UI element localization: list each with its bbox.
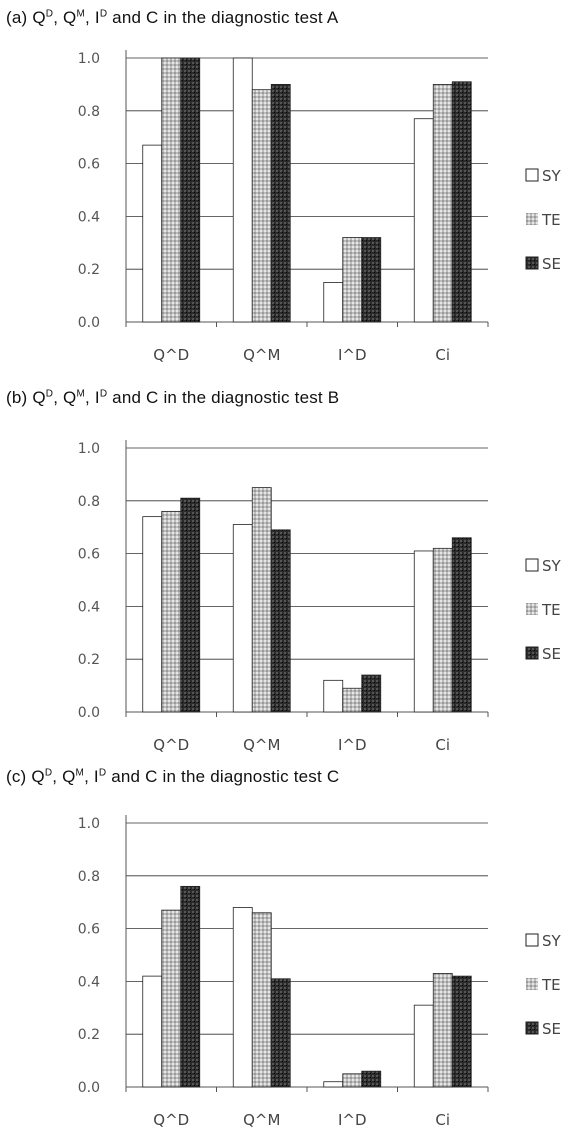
bar-se-3 bbox=[451, 81, 472, 323]
legend-label-se: SE bbox=[542, 645, 561, 663]
bar-te-0 bbox=[161, 57, 182, 323]
bar-se-3 bbox=[451, 537, 472, 713]
x-category-label: Q^D bbox=[153, 346, 189, 364]
x-category-label: Q^M bbox=[243, 1111, 280, 1129]
bar-se-2 bbox=[361, 237, 382, 323]
bar-chart-b: 0.0 0.2 0.4 0.6 0.8 1.0 Q^D Q^M I^D Ci SY TE SE bbox=[78, 440, 562, 754]
legend-swatch-sy bbox=[525, 933, 539, 947]
bar-sy-2 bbox=[323, 281, 344, 323]
legend-label-te: TE bbox=[541, 601, 561, 619]
y-tick-label: 0.0 bbox=[78, 315, 100, 331]
y-tick-label: 0.6 bbox=[78, 922, 100, 938]
chart-title-c: (c) QD, QM, ID and C in the diagnostic t… bbox=[6, 767, 340, 786]
y-tick-label: 0.0 bbox=[78, 705, 100, 721]
legend-label-sy: SY bbox=[542, 932, 562, 950]
bar-se-0 bbox=[180, 57, 201, 323]
legend-label-se: SE bbox=[542, 255, 561, 273]
chart-panel-c: (c) QD, QM, ID and C in the diagnostic t… bbox=[0, 755, 568, 1129]
legend-label-te: TE bbox=[541, 976, 561, 994]
x-category-label: I^D bbox=[338, 346, 367, 364]
chart-title-a: (a) QD, QM, ID and C in the diagnostic t… bbox=[6, 8, 339, 27]
y-tick-label: 0.2 bbox=[78, 262, 100, 278]
y-tick-label: 0.6 bbox=[78, 157, 100, 173]
bar-sy-1 bbox=[232, 57, 253, 323]
chart-panel-a: (a) QD, QM, ID and C in the diagnostic t… bbox=[0, 0, 568, 375]
x-category-label: Ci bbox=[435, 1111, 450, 1129]
x-category-label: Ci bbox=[435, 346, 450, 364]
bar-se-1 bbox=[270, 529, 291, 713]
legend-swatch-se bbox=[525, 646, 539, 660]
legend-swatch-sy bbox=[525, 558, 539, 572]
bar-se-1 bbox=[270, 978, 291, 1088]
y-tick-label: 0.8 bbox=[78, 104, 100, 120]
bar-sy-0 bbox=[142, 516, 163, 713]
y-tick-label: 0.2 bbox=[78, 652, 100, 668]
legend-swatch-te bbox=[526, 603, 538, 615]
y-tick-label: 0.4 bbox=[78, 209, 100, 225]
y-tick-label: 0.8 bbox=[78, 494, 100, 510]
legend-swatch-te bbox=[526, 978, 538, 990]
bar-te-1 bbox=[251, 487, 272, 713]
bar-te-2 bbox=[342, 1073, 363, 1088]
legend-label-te: TE bbox=[541, 211, 561, 229]
bar-sy-1 bbox=[232, 907, 253, 1088]
x-category-label: Q^D bbox=[153, 736, 189, 754]
x-category-label: Q^M bbox=[243, 736, 280, 754]
legend-swatch-te bbox=[526, 213, 538, 225]
y-tick-label: 0.0 bbox=[78, 1080, 100, 1096]
bar-te-1 bbox=[251, 912, 272, 1088]
bar-sy-1 bbox=[232, 524, 253, 713]
y-tick-label: 1.0 bbox=[78, 441, 100, 457]
bar-te-2 bbox=[342, 237, 363, 323]
x-category-label: Q^M bbox=[243, 346, 280, 364]
bar-se-0 bbox=[180, 885, 201, 1088]
x-category-label: I^D bbox=[338, 1111, 367, 1129]
y-tick-label: 0.6 bbox=[78, 547, 100, 563]
legend-label-sy: SY bbox=[542, 167, 562, 185]
bar-se-0 bbox=[180, 497, 201, 713]
bar-sy-3 bbox=[413, 550, 434, 713]
bar-se-2 bbox=[361, 674, 382, 713]
bar-te-0 bbox=[161, 909, 182, 1088]
x-category-label: Q^D bbox=[153, 1111, 189, 1129]
bar-sy-2 bbox=[323, 1081, 344, 1088]
bar-te-3 bbox=[432, 84, 453, 323]
bar-sy-0 bbox=[142, 975, 163, 1088]
bar-chart-c: 0.0 0.2 0.4 0.6 0.8 1.0 Q^D Q^M I^D Ci SY TE SE bbox=[78, 815, 562, 1129]
bar-te-3 bbox=[432, 973, 453, 1088]
bar-te-3 bbox=[432, 547, 453, 713]
bar-chart-a: 0.0 0.2 0.4 0.6 0.8 1.0 Q^D Q^M I^D Ci SY TE SE bbox=[78, 50, 562, 364]
x-category-label: I^D bbox=[338, 736, 367, 754]
legend-swatch-se bbox=[525, 1021, 539, 1035]
bar-te-2 bbox=[342, 687, 363, 713]
y-tick-label: 0.8 bbox=[78, 869, 100, 885]
legend-label-se: SE bbox=[542, 1020, 561, 1038]
x-category-label: Ci bbox=[435, 736, 450, 754]
bar-te-1 bbox=[251, 89, 272, 323]
bar-se-3 bbox=[451, 975, 472, 1088]
bar-sy-3 bbox=[413, 1004, 434, 1088]
bar-sy-2 bbox=[323, 679, 344, 713]
chart-title-b: (b) QD, QM, ID and C in the diagnostic t… bbox=[6, 388, 340, 407]
legend-label-sy: SY bbox=[542, 557, 562, 575]
bar-sy-3 bbox=[413, 118, 434, 323]
legend-swatch-sy bbox=[525, 168, 539, 182]
legend-swatch-se bbox=[525, 256, 539, 270]
chart-panel-b: (b) QD, QM, ID and C in the diagnostic t… bbox=[0, 380, 568, 755]
bar-te-0 bbox=[161, 510, 182, 713]
y-tick-label: 0.4 bbox=[78, 974, 100, 990]
bar-se-1 bbox=[270, 84, 291, 323]
y-tick-label: 1.0 bbox=[78, 51, 100, 67]
y-tick-label: 0.2 bbox=[78, 1027, 100, 1043]
bar-sy-0 bbox=[142, 144, 163, 323]
y-tick-label: 1.0 bbox=[78, 816, 100, 832]
y-tick-label: 0.4 bbox=[78, 599, 100, 615]
bar-se-2 bbox=[361, 1070, 382, 1088]
